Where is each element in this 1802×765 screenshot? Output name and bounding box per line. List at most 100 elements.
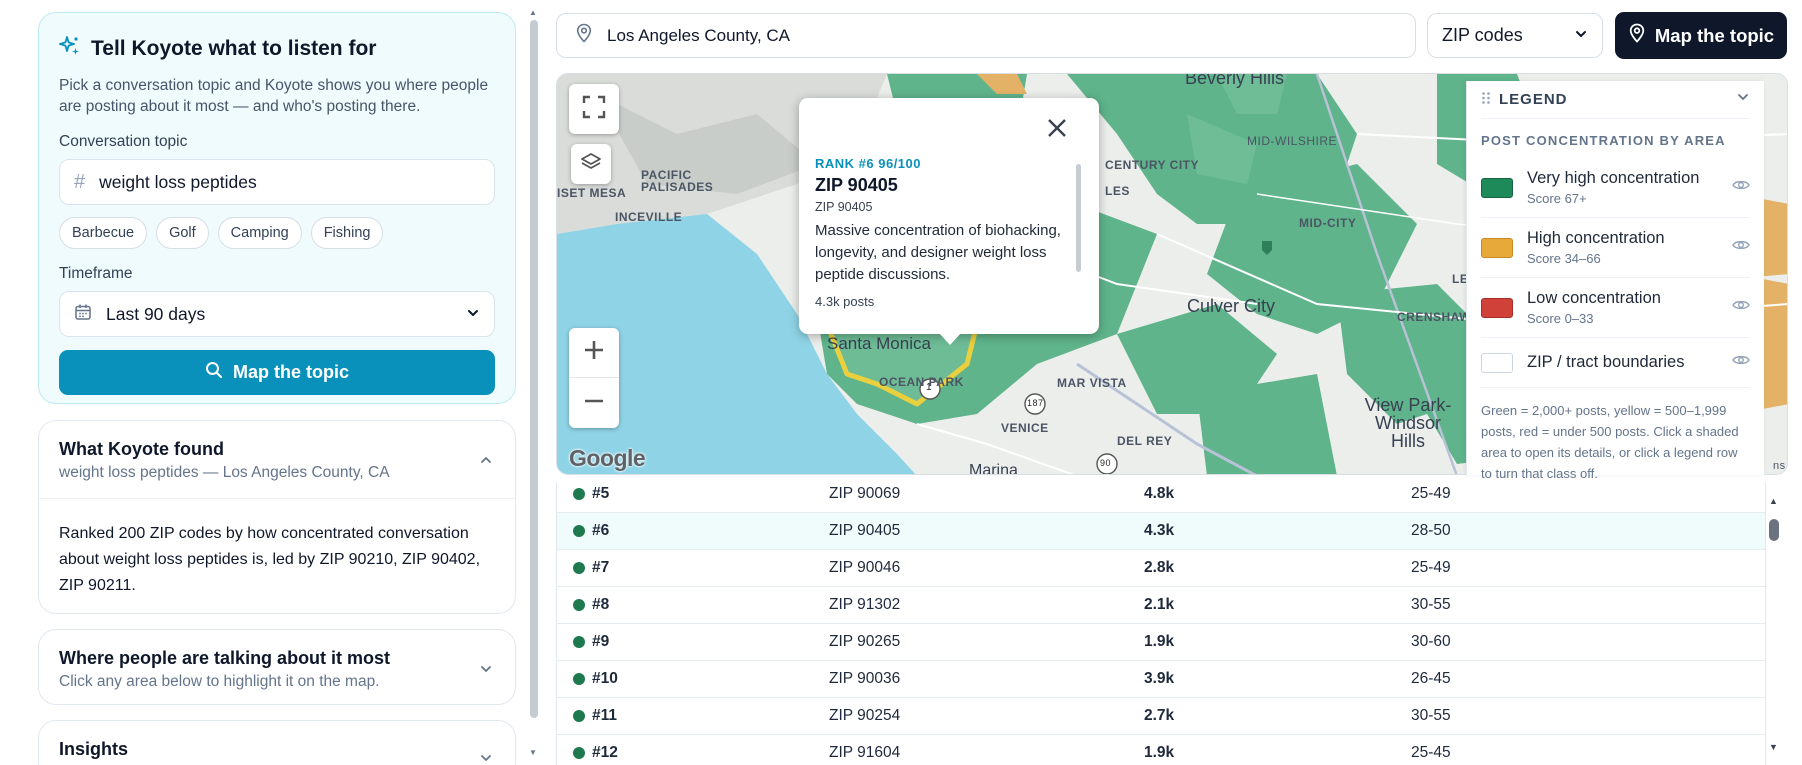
- zoom-out-button[interactable]: [569, 378, 619, 428]
- location-pin-icon: [575, 23, 593, 48]
- eye-icon[interactable]: [1732, 238, 1750, 257]
- topic-input-value: weight loss peptides: [99, 171, 257, 192]
- row-posts: 4.3k: [1144, 522, 1175, 539]
- eye-icon[interactable]: [1732, 178, 1750, 197]
- legend-row-name: Low concentration: [1527, 289, 1661, 307]
- table-row[interactable]: #7 ZIP 90046 2.8k 25-49: [557, 550, 1765, 587]
- popup-rank: RANK #6 96/100: [815, 156, 921, 171]
- close-icon[interactable]: [1043, 114, 1071, 142]
- table-row[interactable]: #8 ZIP 91302 2.1k 30-55: [557, 587, 1765, 624]
- location-input[interactable]: Los Angeles County, CA: [556, 13, 1416, 58]
- legend-swatch: [1481, 237, 1513, 258]
- map-label: CENTURY CITY: [1105, 158, 1200, 172]
- left-panel: Tell Koyote what to listen for Pick a co…: [38, 12, 516, 765]
- google-logo: Google: [569, 445, 646, 471]
- sparkle-icon: [59, 35, 81, 63]
- layers-button[interactable]: [571, 144, 611, 184]
- row-age: 30-55: [1411, 596, 1451, 613]
- map-topic-top-button-label: Map the topic: [1654, 24, 1775, 46]
- table-row-selected[interactable]: #6 ZIP 90405 4.3k 28-50: [557, 513, 1765, 550]
- legend-row-boundaries[interactable]: ZIP / tract boundaries: [1481, 338, 1750, 388]
- where-card-header[interactable]: Where people are talking about it most C…: [39, 630, 515, 708]
- legend-row-very-high[interactable]: Very high concentration Score 67+: [1481, 158, 1750, 218]
- row-rank: #9: [592, 633, 610, 650]
- insights-card-header[interactable]: Insights: [39, 721, 515, 765]
- row-rank: #10: [592, 670, 618, 687]
- chevron-down-icon: [479, 662, 493, 681]
- row-rank: #6: [592, 522, 610, 539]
- row-age: 25-45: [1411, 744, 1451, 761]
- left-panel-scrollbar[interactable]: [530, 20, 538, 718]
- status-dot: [573, 525, 585, 537]
- map-label: Beverly Hills: [1185, 73, 1285, 88]
- found-card-header[interactable]: What Koyote found weight loss peptides —…: [39, 421, 515, 499]
- topic-card-description: Pick a conversation topic and Koyote sho…: [59, 77, 489, 115]
- popup-scrollbar[interactable]: [1076, 164, 1081, 272]
- legend-header[interactable]: LEGEND: [1481, 81, 1750, 119]
- chip-barbecue[interactable]: Barbecue: [59, 217, 148, 249]
- row-zip: ZIP 90046: [829, 559, 901, 576]
- drag-handle-icon[interactable]: [1481, 91, 1491, 109]
- chip-camping[interactable]: Camping: [217, 217, 302, 249]
- row-age: 30-60: [1411, 633, 1451, 650]
- where-card-subtitle: Click any area below to highlight it on …: [59, 673, 380, 690]
- table-row[interactable]: #5 ZIP 90069 4.8k 25-49: [557, 482, 1765, 513]
- table-row[interactable]: #9 ZIP 90265 1.9k 30-60: [557, 624, 1765, 661]
- table-row[interactable]: #12 ZIP 91604 1.9k 25-45: [557, 735, 1765, 765]
- row-zip: ZIP 90254: [829, 707, 901, 724]
- chip-fishing[interactable]: Fishing: [310, 217, 384, 249]
- found-card: What Koyote found weight loss peptides —…: [38, 420, 516, 614]
- topic-input[interactable]: # weight loss peptides: [59, 159, 495, 205]
- eye-icon[interactable]: [1732, 298, 1750, 317]
- topic-card: Tell Koyote what to listen for Pick a co…: [38, 12, 516, 404]
- map-label: Santa Monica: [827, 334, 931, 353]
- row-rank: #12: [592, 744, 618, 761]
- zoom-controls: [569, 328, 619, 428]
- row-posts: 4.8k: [1144, 485, 1175, 502]
- insights-card-title: Insights: [59, 739, 129, 759]
- row-zip: ZIP 90405: [829, 522, 901, 539]
- status-dot: [573, 562, 585, 574]
- location-input-value: Los Angeles County, CA: [607, 25, 791, 45]
- timeframe-value: Last 90 days: [106, 303, 206, 324]
- chevron-down-icon[interactable]: [1736, 90, 1750, 109]
- eye-icon[interactable]: [1732, 353, 1750, 372]
- chip-golf[interactable]: Golf: [156, 217, 209, 249]
- row-zip: ZIP 91604: [829, 744, 901, 761]
- table-scroll-down-icon[interactable]: ▼: [1769, 742, 1778, 752]
- table-scroll-up-icon[interactable]: ▲: [1769, 496, 1778, 506]
- zoom-in-button[interactable]: [569, 328, 619, 378]
- search-icon: [205, 361, 223, 384]
- status-dot: [573, 673, 585, 685]
- highway-shield: 1: [926, 382, 933, 393]
- map-label: DEL REY: [1117, 434, 1173, 448]
- popup-subtitle: ZIP 90405: [815, 200, 873, 214]
- fullscreen-button[interactable]: [569, 84, 619, 134]
- calendar-icon: [74, 303, 92, 326]
- plus-icon: [583, 339, 605, 366]
- timeframe-select[interactable]: Last 90 days: [59, 291, 495, 337]
- scroll-down-arrow-icon[interactable]: ▼: [529, 748, 537, 757]
- map-topic-top-button[interactable]: Map the topic: [1615, 12, 1787, 59]
- highway-shield: 187: [1027, 398, 1044, 408]
- map-topic-button-label: Map the topic: [233, 362, 349, 382]
- found-card-title: What Koyote found: [59, 439, 224, 459]
- geography-select[interactable]: ZIP codes: [1427, 13, 1603, 58]
- map-label: OCEAN PARK: [879, 375, 964, 389]
- legend-row-score: Score 34–66: [1527, 251, 1601, 266]
- legend-row-score: Score 67+: [1527, 191, 1587, 206]
- table-row[interactable]: #10 ZIP 90036 3.9k 26-45: [557, 661, 1765, 698]
- popup-description: Massive concentration of biohacking, lon…: [815, 222, 1061, 283]
- legend-row-high[interactable]: High concentration Score 34–66: [1481, 218, 1750, 278]
- status-dot: [573, 599, 585, 611]
- table-row[interactable]: #11 ZIP 90254 2.7k 30-55: [557, 698, 1765, 735]
- row-zip: ZIP 90036: [829, 670, 901, 687]
- location-pin-icon: [1628, 23, 1646, 48]
- map-topic-button[interactable]: Map the topic: [59, 350, 495, 395]
- status-dot: [573, 488, 585, 500]
- table-scrollbar-thumb[interactable]: [1769, 519, 1779, 541]
- scroll-up-arrow-icon[interactable]: ▲: [529, 8, 537, 17]
- row-age: 30-55: [1411, 707, 1451, 724]
- highway-shield: 90: [1100, 458, 1112, 468]
- legend-row-low[interactable]: Low concentration Score 0–33: [1481, 278, 1750, 338]
